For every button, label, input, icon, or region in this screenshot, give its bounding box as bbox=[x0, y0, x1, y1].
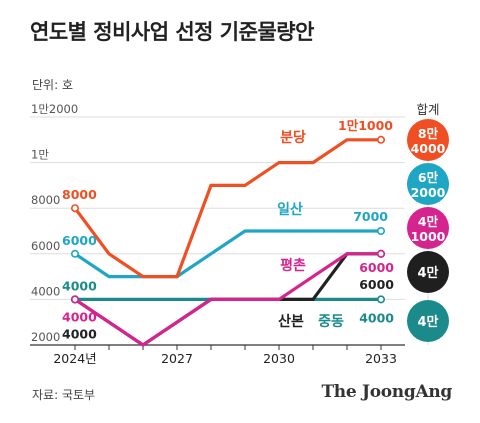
start-label-ilsan: 6000 bbox=[62, 233, 97, 248]
y-tick-label: 1만 bbox=[31, 148, 49, 162]
data-point-pyeongchon-start bbox=[71, 295, 80, 304]
series-name-bundang: 분당 bbox=[280, 129, 306, 146]
series-line-pyeongchon bbox=[74, 252, 381, 347]
total-value-pyeongchon-line1: 4만 bbox=[418, 214, 439, 229]
brand-logo: The JoongAng bbox=[321, 382, 452, 402]
end-label-sanbon: 6000 bbox=[359, 277, 394, 292]
data-point-ilsan-start bbox=[71, 249, 80, 258]
total-badge-ilsan bbox=[407, 163, 449, 205]
total-value-pyeongchon-line2: 1000 bbox=[411, 229, 446, 244]
end-label-bundang: 1만1000 bbox=[338, 118, 393, 133]
data-point-ilsan-end bbox=[376, 227, 385, 236]
total-badge-pyeongchon bbox=[407, 207, 449, 249]
y-tick-label: 6000 bbox=[31, 239, 60, 253]
y-tick-label: 4000 bbox=[31, 284, 60, 298]
x-tick-label: 2024년 bbox=[53, 351, 96, 366]
end-label-ilsan: 7000 bbox=[353, 209, 388, 224]
total-value-bundang-line1: 8만 bbox=[418, 126, 439, 141]
x-tick-label: 2030 bbox=[263, 351, 295, 366]
total-badge-jungdong bbox=[407, 300, 449, 342]
start-label-bundang: 8000 bbox=[62, 187, 97, 202]
series-name-pyeongchon: 평촌 bbox=[280, 257, 306, 274]
end-label-pyeongchon: 6000 bbox=[359, 260, 394, 275]
y-tick-label: 8000 bbox=[31, 193, 60, 207]
total-badge-sanbon bbox=[407, 251, 449, 293]
total-value-jungdong: 4만 bbox=[417, 314, 438, 330]
series-line-bundang bbox=[73, 138, 381, 279]
y-tick-label: 1만2000 bbox=[31, 102, 78, 116]
data-point-bundang-end bbox=[376, 135, 385, 144]
data-labels: 8000 6000 4000 4000 4000 1만1000 7000 6000 6000 40… bbox=[62, 118, 394, 342]
chart-title: 연도별 정비사업 선정 기준물량안 bbox=[30, 20, 314, 44]
total-value-sanbon: 4만 bbox=[417, 265, 438, 281]
x-tick-label: 2027 bbox=[161, 351, 193, 366]
series-lines bbox=[71, 135, 385, 347]
data-point-pyeongchon-end bbox=[376, 249, 385, 258]
data-point-jungdong-end bbox=[376, 295, 385, 304]
start-label-sanbon: 4000 bbox=[62, 326, 97, 341]
data-point-bundang-start bbox=[71, 204, 80, 213]
unit-label: 단위: 호 bbox=[32, 78, 73, 92]
series-line-ilsan bbox=[74, 229, 381, 279]
total-badge-bundang bbox=[407, 119, 449, 161]
series-name-jungdong: 중동 bbox=[318, 314, 344, 330]
total-value-ilsan-line1: 6만 bbox=[418, 170, 439, 185]
start-label-jungdong: 4000 bbox=[62, 278, 97, 293]
series-name-sanbon: 산본 bbox=[278, 313, 304, 330]
total-value-ilsan-line2: 2000 bbox=[411, 185, 446, 200]
total-value-bundang-line2: 4000 bbox=[411, 141, 446, 156]
totals-header: 합계 bbox=[416, 102, 439, 117]
series-name-ilsan: 일산 bbox=[277, 201, 303, 218]
x-tick-label: 2033 bbox=[365, 351, 397, 366]
source-label: 자료: 국토부 bbox=[32, 388, 96, 402]
start-label-pyeongchon: 4000 bbox=[62, 309, 97, 324]
y-tick-label: 2000 bbox=[31, 330, 60, 344]
end-label-jungdong: 4000 bbox=[359, 310, 394, 325]
